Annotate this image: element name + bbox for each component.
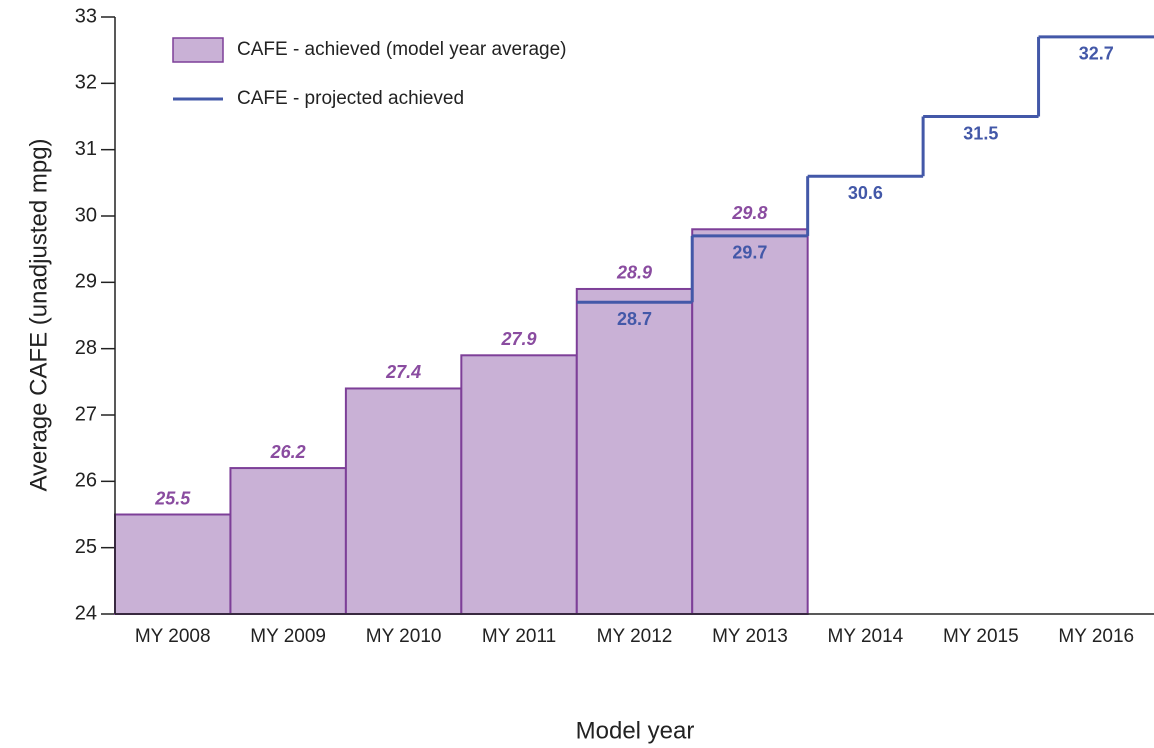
step-value-label: 30.6 bbox=[848, 183, 883, 203]
bar bbox=[114, 513, 232, 615]
y-tick-label: 29 bbox=[75, 271, 97, 293]
x-tick-label: MY 2011 bbox=[481, 626, 557, 647]
legend-swatch bbox=[172, 37, 224, 63]
bar bbox=[229, 467, 347, 616]
y-tick-label: 27 bbox=[75, 403, 97, 425]
bar bbox=[575, 287, 694, 615]
bar-value-label: 27.4 bbox=[385, 362, 421, 382]
step-value-label: 32.7 bbox=[1079, 44, 1114, 64]
x-tick-label: MY 2010 bbox=[365, 626, 442, 647]
step-value-label: 28.7 bbox=[617, 309, 652, 329]
y-tick-label: 28 bbox=[75, 337, 97, 359]
bar bbox=[344, 387, 463, 616]
y-tick-label: 24 bbox=[75, 602, 97, 624]
x-tick-label: MY 2016 bbox=[1058, 626, 1135, 647]
y-tick-label: 25 bbox=[75, 536, 97, 558]
y-tick-label: 26 bbox=[75, 470, 97, 492]
bar-value-label: 25.5 bbox=[154, 488, 191, 508]
x-axis-title: Model year bbox=[576, 717, 695, 744]
bar bbox=[691, 228, 809, 615]
x-tick-label: MY 2008 bbox=[134, 626, 211, 647]
y-tick-label: 30 bbox=[75, 204, 97, 226]
step-value-label: 31.5 bbox=[963, 123, 998, 143]
bar-value-label: 26.2 bbox=[270, 442, 306, 462]
bar-value-label: 27.9 bbox=[501, 329, 537, 349]
y-tick-label: 32 bbox=[75, 72, 97, 94]
legend-label: CAFE - achieved (model year average) bbox=[237, 39, 566, 60]
x-tick-label: MY 2013 bbox=[712, 626, 788, 647]
x-tick-label: MY 2009 bbox=[250, 626, 326, 647]
legend-label: CAFE - projected achieved bbox=[237, 88, 464, 109]
bar bbox=[460, 354, 578, 615]
y-tick-label: 31 bbox=[75, 138, 97, 160]
bar-value-label: 28.9 bbox=[616, 263, 652, 283]
x-tick-label: MY 2014 bbox=[827, 626, 904, 647]
y-axis-title: Average CAFE (unadjusted mpg) bbox=[25, 138, 52, 491]
bar-value-label: 29.8 bbox=[731, 203, 767, 223]
x-tick-label: MY 2015 bbox=[942, 626, 1019, 647]
step-value-label: 29.7 bbox=[732, 243, 767, 263]
x-tick-label: MY 2012 bbox=[596, 626, 673, 647]
y-tick-label: 33 bbox=[75, 5, 97, 27]
